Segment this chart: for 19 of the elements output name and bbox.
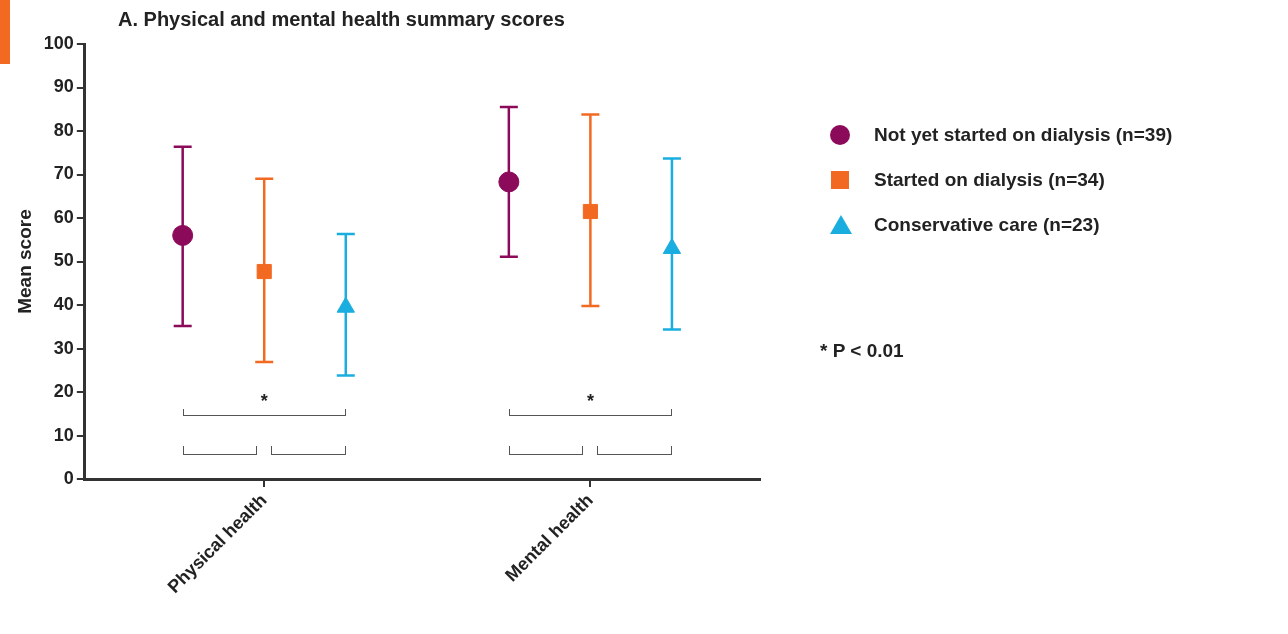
y-tick-label: 40 <box>53 294 74 314</box>
y-tick-label: 70 <box>53 163 74 184</box>
y-axis-title: Mean score <box>13 209 35 314</box>
y-tick-label: 80 <box>53 119 74 140</box>
annotation: * <box>259 391 269 413</box>
y-tick-label: 50 <box>53 250 74 271</box>
legend-label: Started on dialysis (n=34) <box>874 168 1105 191</box>
y-tick-label: 100 <box>43 32 74 53</box>
y-tick-label: 60 <box>53 206 74 227</box>
y-tick-label: 30 <box>53 337 74 358</box>
legend-label: Conservative care (n=23) <box>874 213 1100 236</box>
y-tick-label: 0 <box>63 468 74 489</box>
annotation: * <box>585 391 595 413</box>
y-tick-label: 90 <box>53 76 74 97</box>
y-tick-label: 20 <box>53 381 74 402</box>
chart-title: A. Physical and mental health summary scores <box>118 8 565 31</box>
y-tick-label: 10 <box>53 424 74 445</box>
legend-label: Not yet started on dialysis (n=39) <box>874 123 1173 146</box>
text: * P < 0.01 <box>820 340 904 362</box>
